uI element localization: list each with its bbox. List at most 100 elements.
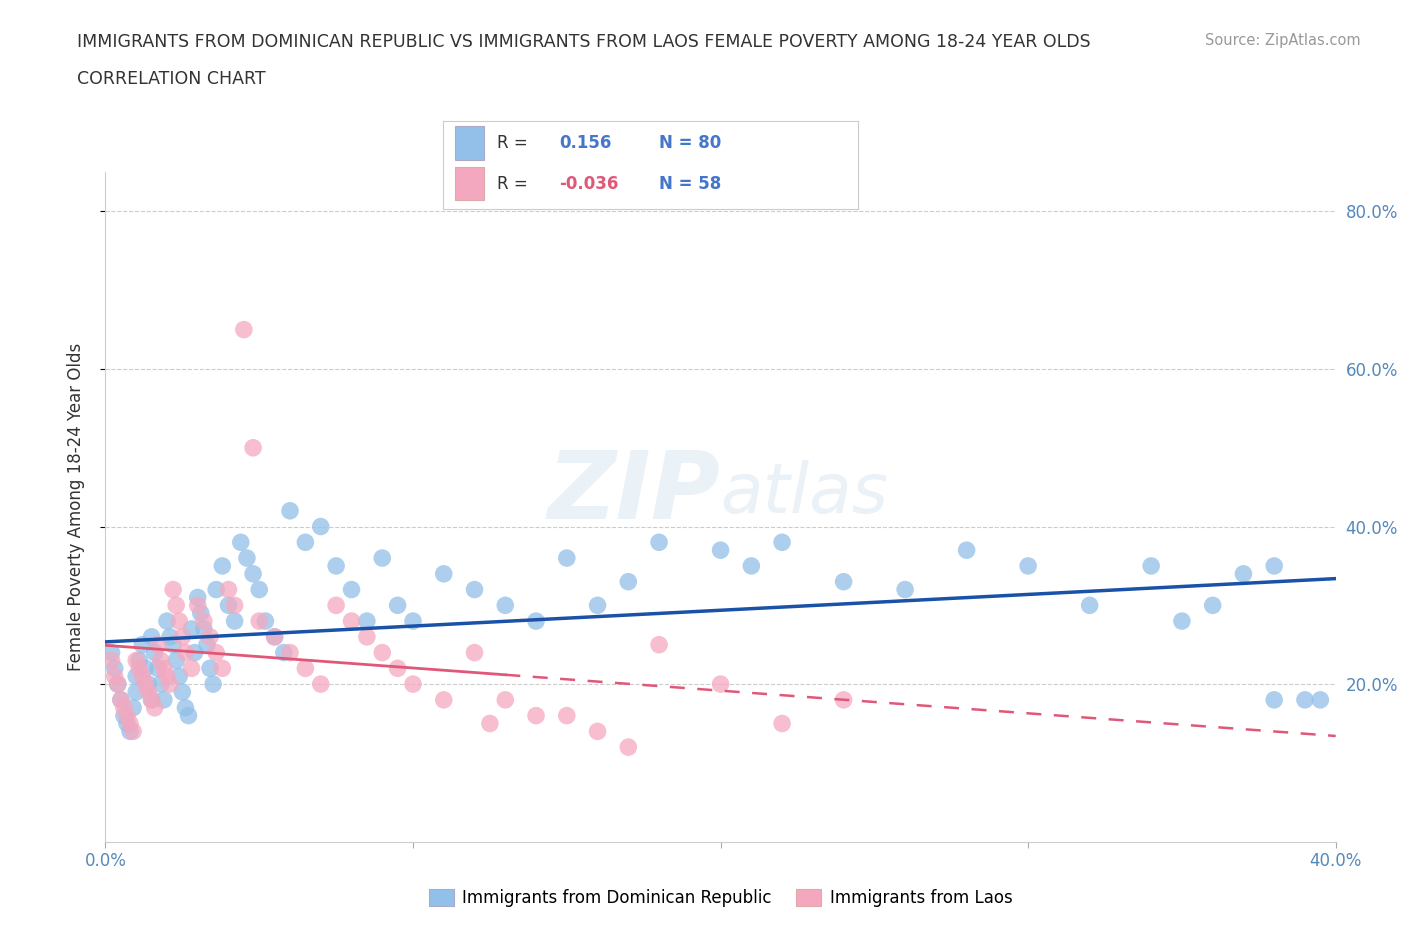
Point	[100, 645, 122, 660]
Text: ZIP: ZIP	[548, 447, 721, 539]
Point	[211, 661, 233, 676]
Y-axis label: Female Poverty Among 18-24 Year Olds: Female Poverty Among 18-24 Year Olds	[66, 343, 84, 671]
Point	[205, 582, 228, 597]
Point	[1078, 598, 1101, 613]
Point	[402, 677, 425, 692]
Point	[146, 661, 169, 676]
Point	[125, 684, 148, 699]
Text: IMMIGRANTS FROM DOMINICAN REPUBLIC VS IMMIGRANTS FROM LAOS FEMALE POVERTY AMONG : IMMIGRANTS FROM DOMINICAN REPUBLIC VS IM…	[77, 33, 1091, 50]
Point	[464, 645, 486, 660]
Point	[141, 693, 163, 708]
Point	[125, 669, 148, 684]
Point	[122, 724, 145, 738]
Point	[555, 708, 578, 723]
Point	[125, 653, 148, 668]
Point	[218, 582, 240, 597]
Point	[263, 630, 285, 644]
Text: atlas: atlas	[721, 460, 889, 527]
Point	[195, 637, 218, 652]
Point	[478, 716, 501, 731]
Point	[273, 645, 295, 660]
Point	[1017, 559, 1039, 574]
Point	[122, 700, 145, 715]
Point	[169, 614, 191, 629]
Point	[120, 716, 141, 731]
Point	[710, 677, 733, 692]
Point	[617, 739, 640, 754]
Point	[187, 590, 209, 604]
Point	[524, 708, 547, 723]
Point	[162, 637, 184, 652]
Point	[193, 614, 215, 629]
Point	[156, 614, 179, 629]
Point	[128, 661, 150, 676]
Text: 0.156: 0.156	[560, 134, 612, 152]
Point	[224, 598, 246, 613]
Point	[146, 637, 169, 652]
Point	[770, 716, 793, 731]
Point	[141, 693, 163, 708]
Point	[294, 661, 316, 676]
Point	[770, 535, 793, 550]
Point	[149, 653, 172, 668]
Text: CORRELATION CHART: CORRELATION CHART	[77, 70, 266, 87]
Text: N = 80: N = 80	[658, 134, 721, 152]
Point	[218, 598, 240, 613]
Point	[555, 551, 578, 565]
Point	[107, 677, 129, 692]
Point	[1232, 566, 1254, 581]
Point	[278, 645, 301, 660]
Point	[832, 574, 855, 589]
Text: N = 58: N = 58	[658, 175, 721, 193]
Point	[165, 598, 187, 613]
Point	[586, 598, 609, 613]
Point	[177, 708, 200, 723]
Point	[159, 630, 181, 644]
Point	[112, 700, 135, 715]
Point	[325, 598, 347, 613]
Point	[617, 574, 640, 589]
Point	[110, 693, 132, 708]
Point	[309, 519, 332, 534]
Point	[494, 693, 516, 708]
Point	[402, 614, 425, 629]
Point	[232, 322, 254, 337]
Point	[229, 535, 252, 550]
Text: R =: R =	[496, 175, 533, 193]
Bar	[456, 166, 484, 201]
Point	[172, 630, 194, 644]
Point	[153, 661, 176, 676]
Point	[586, 724, 609, 738]
Point	[198, 630, 221, 644]
Point	[356, 614, 378, 629]
Point	[107, 677, 129, 692]
Point	[648, 637, 671, 652]
Point	[494, 598, 516, 613]
Point	[138, 684, 160, 699]
Point	[138, 677, 160, 692]
Point	[169, 669, 191, 684]
Point	[242, 440, 264, 455]
Point	[100, 653, 122, 668]
Point	[894, 582, 917, 597]
Point	[183, 645, 205, 660]
Point	[524, 614, 547, 629]
Point	[128, 653, 150, 668]
Point	[104, 661, 127, 676]
Legend: Immigrants from Dominican Republic, Immigrants from Laos: Immigrants from Dominican Republic, Immi…	[422, 883, 1019, 913]
Point	[740, 559, 762, 574]
Point	[149, 677, 172, 692]
Point	[110, 693, 132, 708]
Text: Source: ZipAtlas.com: Source: ZipAtlas.com	[1205, 33, 1361, 47]
Point	[247, 614, 270, 629]
Point	[371, 551, 394, 565]
Point	[193, 621, 215, 636]
Point	[153, 693, 176, 708]
Point	[112, 708, 135, 723]
Point	[356, 630, 378, 644]
Point	[115, 716, 138, 731]
Point	[180, 621, 202, 636]
Point	[340, 614, 363, 629]
Point	[1263, 559, 1285, 574]
Point	[159, 677, 181, 692]
